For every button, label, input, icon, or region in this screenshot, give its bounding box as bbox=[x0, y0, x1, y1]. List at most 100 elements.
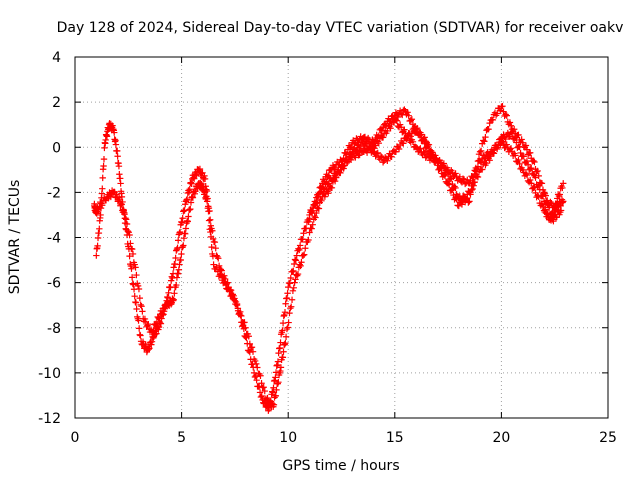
data-point bbox=[526, 149, 534, 156]
data-point bbox=[267, 398, 275, 405]
data-point bbox=[421, 149, 428, 156]
data-point bbox=[437, 164, 444, 172]
data-point bbox=[280, 348, 287, 355]
data-point bbox=[559, 184, 566, 192]
data-point bbox=[469, 174, 476, 181]
data-point bbox=[168, 273, 175, 280]
data-point bbox=[379, 159, 387, 166]
data-point bbox=[300, 251, 308, 258]
data-point bbox=[270, 384, 277, 391]
data-point bbox=[341, 162, 348, 169]
data-point bbox=[209, 235, 217, 243]
data-point bbox=[518, 136, 525, 143]
y-tick-label: -2 bbox=[47, 185, 61, 201]
data-point bbox=[114, 153, 121, 160]
data-point bbox=[160, 305, 168, 312]
data-point bbox=[507, 128, 515, 136]
data-point bbox=[253, 377, 260, 384]
data-point bbox=[489, 116, 497, 124]
data-point bbox=[131, 292, 138, 300]
data-point bbox=[425, 141, 433, 148]
data-point bbox=[120, 207, 128, 215]
data-point bbox=[325, 180, 332, 187]
data-point bbox=[201, 172, 208, 180]
x-tick-label: 0 bbox=[71, 430, 80, 446]
data-point bbox=[421, 134, 428, 141]
data-point bbox=[515, 156, 522, 164]
data-point bbox=[174, 237, 182, 244]
data-point bbox=[507, 122, 515, 129]
data-point bbox=[404, 109, 411, 116]
data-point bbox=[356, 151, 363, 159]
data-point bbox=[207, 222, 215, 229]
data-point bbox=[535, 182, 542, 189]
data-point bbox=[377, 152, 385, 160]
data-point bbox=[371, 140, 378, 147]
data-point bbox=[418, 131, 425, 138]
data-point bbox=[383, 122, 390, 129]
data-point bbox=[459, 175, 467, 182]
data-point bbox=[481, 138, 488, 145]
data-point bbox=[331, 165, 339, 173]
data-point bbox=[300, 230, 307, 237]
data-point bbox=[256, 383, 263, 390]
data-point bbox=[407, 117, 414, 124]
data-point bbox=[218, 267, 225, 274]
data-point bbox=[129, 280, 136, 287]
data-point bbox=[471, 178, 478, 186]
data-point bbox=[449, 186, 456, 193]
data-point bbox=[461, 180, 469, 188]
data-point bbox=[297, 262, 304, 270]
data-point bbox=[528, 180, 535, 187]
data-point bbox=[96, 225, 103, 232]
data-point bbox=[389, 112, 396, 119]
data-point bbox=[479, 166, 486, 173]
data-point bbox=[167, 283, 174, 291]
plot-frame bbox=[74, 56, 609, 419]
data-point bbox=[279, 319, 287, 327]
data-point bbox=[273, 362, 280, 369]
data-point bbox=[436, 165, 443, 172]
data-point bbox=[357, 141, 364, 148]
data-point bbox=[276, 344, 284, 352]
data-point bbox=[275, 378, 282, 386]
data-point bbox=[132, 299, 140, 306]
data-point bbox=[212, 244, 219, 252]
data-point bbox=[244, 340, 251, 347]
data-point bbox=[132, 298, 139, 306]
x-tick-label: 10 bbox=[279, 430, 297, 446]
data-point bbox=[258, 392, 265, 400]
data-point bbox=[132, 264, 139, 271]
data-point bbox=[155, 323, 163, 331]
data-point bbox=[277, 331, 285, 338]
data-point bbox=[179, 243, 186, 251]
data-point bbox=[192, 172, 200, 179]
data-point bbox=[184, 218, 191, 225]
data-point bbox=[111, 129, 118, 136]
data-point bbox=[214, 253, 221, 260]
data-point bbox=[490, 150, 498, 157]
data-point bbox=[522, 142, 530, 149]
data-point bbox=[289, 287, 297, 295]
data-point bbox=[264, 404, 271, 411]
data-point bbox=[223, 280, 230, 288]
data-point bbox=[405, 112, 412, 119]
data-point bbox=[277, 339, 284, 346]
data-point bbox=[526, 176, 534, 184]
data-point bbox=[159, 311, 167, 319]
data-point bbox=[187, 179, 195, 186]
data-point bbox=[123, 226, 130, 233]
data-point bbox=[269, 389, 277, 396]
data-point bbox=[401, 106, 408, 113]
data-point bbox=[352, 147, 359, 155]
data-point bbox=[256, 389, 264, 396]
data-point bbox=[480, 137, 487, 144]
data-point bbox=[249, 360, 256, 368]
data-point bbox=[518, 164, 525, 172]
data-point bbox=[337, 169, 344, 177]
data-point bbox=[172, 254, 179, 262]
data-point bbox=[429, 151, 437, 158]
data-point bbox=[162, 301, 170, 308]
data-point bbox=[557, 208, 564, 216]
data-point bbox=[285, 283, 292, 291]
